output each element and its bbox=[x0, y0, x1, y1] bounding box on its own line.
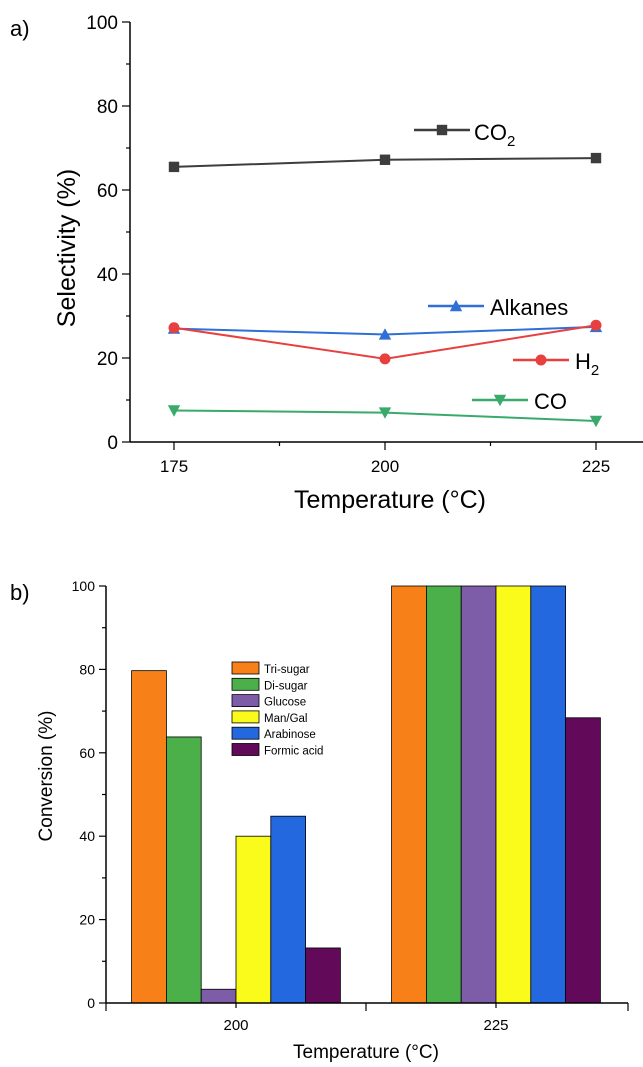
panel-a-line-chart: a) 0 20 40 60 80 100 175 200 225 CO2 Alkanes H2 CO T… bbox=[10, 13, 643, 514]
panel-a-legend-marker bbox=[493, 394, 507, 407]
panel-a-legend-marker bbox=[535, 354, 547, 366]
panel-a-data-point bbox=[378, 407, 392, 419]
panel-b-y-tick-label: 20 bbox=[79, 912, 95, 928]
panel-b-legend-label: Di-sugar bbox=[264, 680, 308, 692]
panel-a-y-tick-label: 100 bbox=[86, 13, 118, 34]
panel-a-legend-marker bbox=[436, 124, 448, 136]
panel-b-bar bbox=[391, 585, 427, 1004]
panel-b-legend-label: Man/Gal bbox=[264, 713, 307, 725]
panel-b-x-axis-title: Temperature (°C) bbox=[293, 1042, 439, 1063]
panel-b-bar bbox=[270, 815, 306, 1004]
panel-a-y-tick-label: 60 bbox=[97, 181, 118, 202]
panel-a-series-label: H2 bbox=[575, 349, 599, 379]
panel-b-bar bbox=[165, 736, 202, 1004]
panel-b-x-tick-label: 200 bbox=[223, 1017, 248, 1034]
panel-a-data-point bbox=[589, 415, 603, 428]
panel-a-data-point bbox=[379, 154, 391, 165]
panel-a-data-point bbox=[168, 322, 180, 334]
panel-a-data-point bbox=[379, 353, 391, 365]
panel-b-legend-swatch bbox=[231, 743, 260, 756]
panel-b-plot-area: 0 20 40 60 80 100 200 225 Tri-sugar Di-sugar Gluco… bbox=[72, 578, 629, 1034]
panel-b-y-tick-label: 40 bbox=[79, 828, 95, 844]
panel-b-bar bbox=[235, 835, 272, 1004]
panel-a-series-label: CO bbox=[534, 389, 567, 414]
panel-a-series-label: Alkanes bbox=[490, 295, 568, 320]
panel-b-y-tick-label: 0 bbox=[87, 995, 95, 1011]
panel-b-legend-swatch bbox=[231, 677, 260, 691]
panel-a-x-tick-label: 200 bbox=[371, 457, 399, 476]
panel-b-legend-label: Glucose bbox=[264, 697, 306, 709]
panel-a-plot-area: 0 20 40 60 80 100 175 200 225 CO2 Alkanes H2 CO bbox=[86, 13, 643, 476]
panel-b-bar bbox=[425, 585, 462, 1004]
panel-b-legend-swatch bbox=[231, 710, 260, 724]
panel-b-bar-chart: b) 0 20 40 60 80 100 200 225 Tri-sugar Di-sugar Gl… bbox=[10, 578, 629, 1063]
panel-b-y-tick-label: 60 bbox=[79, 745, 95, 761]
panel-b-bar bbox=[530, 585, 566, 1004]
panel-b-legend-label: Formic acid bbox=[264, 746, 323, 758]
panel-a-data-point bbox=[168, 161, 180, 173]
panel-a-data-point bbox=[590, 152, 602, 164]
panel-b-y-axis-title: Conversion (%) bbox=[36, 711, 57, 842]
panel-a-y-axis-title: Selectivity (%) bbox=[53, 169, 81, 327]
panel-b-legend-label: Tri-sugar bbox=[264, 664, 310, 676]
panel-a-x-tick-label: 225 bbox=[582, 457, 610, 476]
panel-a-y-tick-label: 40 bbox=[97, 265, 118, 286]
panel-b-bar bbox=[200, 988, 237, 1004]
panel-b-legend-swatch bbox=[231, 694, 260, 707]
panel-a-data-point bbox=[167, 405, 181, 417]
panel-b-legend-label: Arabinose bbox=[264, 729, 316, 741]
panel-b-bar bbox=[495, 585, 532, 1004]
panel-b-bar bbox=[131, 670, 167, 1004]
panel-a-data-point bbox=[378, 328, 392, 340]
panel-b-legend-swatch bbox=[231, 661, 260, 675]
panel-a-x-axis-title: Temperature (°C) bbox=[294, 486, 486, 514]
panel-a-series-label: CO2 bbox=[474, 120, 515, 150]
panel-b-y-tick-label: 80 bbox=[79, 661, 95, 677]
panel-b-bar bbox=[460, 585, 497, 1004]
panel-b-x-tick-label: 225 bbox=[483, 1017, 508, 1034]
panel-a-y-tick-label: 80 bbox=[97, 97, 118, 118]
panel-b-bar bbox=[565, 717, 601, 1004]
panel-a-label: a) bbox=[10, 16, 30, 41]
panel-b-label: b) bbox=[10, 580, 30, 605]
panel-a-legend-marker bbox=[449, 299, 463, 312]
panel-a-data-point bbox=[590, 319, 602, 331]
panel-a-y-tick-label: 20 bbox=[97, 349, 118, 370]
panel-b-bar bbox=[305, 947, 341, 1004]
panel-b-legend-swatch bbox=[231, 726, 260, 740]
panel-a-y-tick-label: 0 bbox=[107, 433, 118, 454]
panel-a-x-tick-label: 175 bbox=[160, 457, 188, 476]
panel-b-y-tick-label: 100 bbox=[72, 578, 96, 594]
